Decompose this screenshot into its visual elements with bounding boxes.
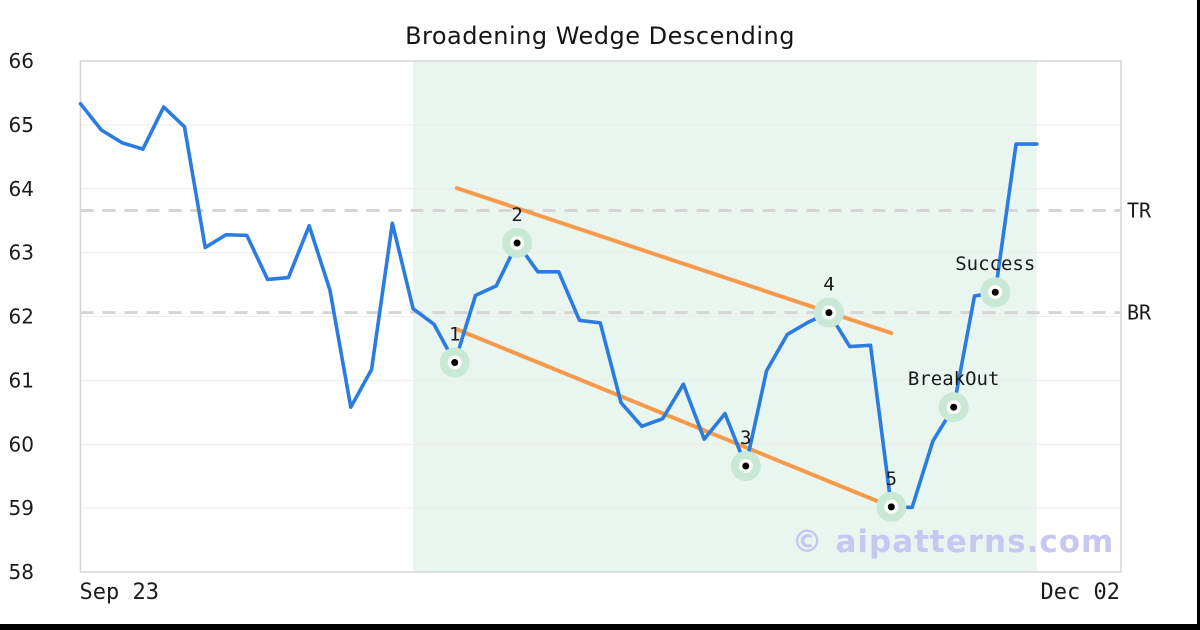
marker-point-2	[513, 239, 521, 247]
y-tick-label: 62	[9, 305, 34, 329]
x-tick-label-start: Sep 23	[80, 580, 159, 605]
level-label-tr: TR	[1127, 198, 1152, 222]
marker-point-3	[742, 462, 750, 470]
marker-point-breakout	[950, 403, 958, 411]
annotation-label-3: 3	[740, 427, 751, 449]
annotation-label-1: 1	[449, 323, 460, 345]
marker-point-5	[887, 503, 895, 511]
marker-point-success	[991, 288, 999, 296]
level-label-br: BR	[1127, 301, 1152, 325]
y-tick-label: 66	[9, 49, 34, 73]
marker-point-4	[825, 309, 833, 317]
annotation-label-5: 5	[886, 468, 897, 490]
wedge-lower-trendline	[454, 327, 881, 504]
y-tick-label: 64	[9, 177, 34, 201]
screenshot-bottom-border	[0, 624, 1200, 630]
watermark: © aipatterns.com	[791, 524, 1115, 560]
y-tick-label: 60	[9, 432, 34, 456]
y-tick-label: 59	[9, 496, 34, 520]
screenshot-right-border	[1197, 0, 1200, 630]
annotation-label-2: 2	[511, 204, 522, 226]
y-tick-label: 65	[9, 113, 34, 137]
x-tick-label-end: Dec 02	[1041, 580, 1120, 605]
plot-frame	[79, 60, 1122, 573]
annotation-label-breakout: BreakOut	[908, 368, 1000, 390]
y-tick-label: 58	[9, 560, 34, 584]
annotation-label-success: Success	[955, 253, 1035, 275]
price-line	[78, 101, 1039, 510]
annotation-label-4: 4	[823, 274, 834, 296]
y-tick-label: 63	[9, 241, 34, 265]
chart-title: Broadening Wedge Descending	[405, 22, 795, 50]
y-tick-label: 61	[9, 368, 34, 392]
marker-point-1	[451, 358, 459, 366]
